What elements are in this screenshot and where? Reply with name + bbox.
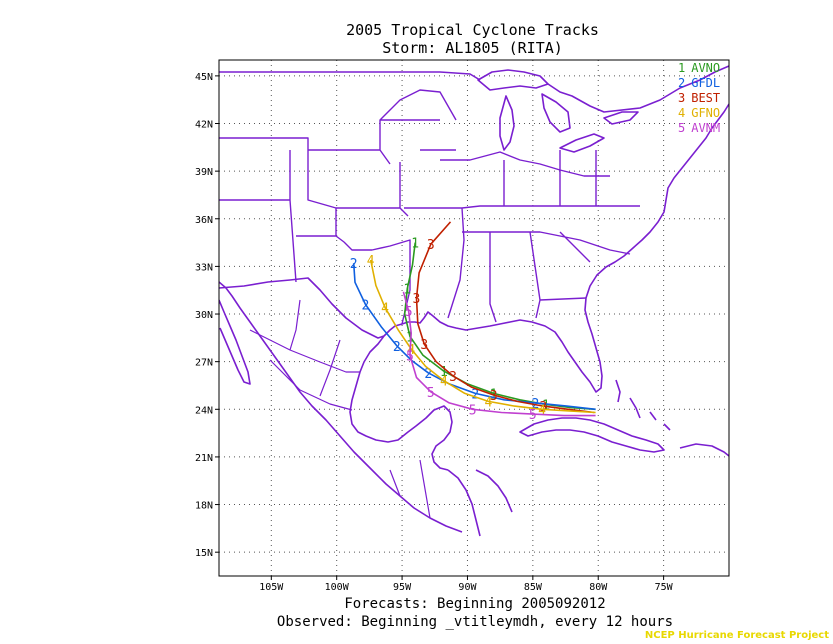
- track-marker-best: 3: [427, 238, 435, 253]
- y-tick-label: 27N: [195, 358, 213, 369]
- mexico-coast-outline: [349, 335, 453, 471]
- track-marker-gfno: 4: [381, 302, 389, 317]
- y-tick-label: 45N: [195, 72, 213, 83]
- track-line-avnm: [402, 291, 596, 417]
- track-marker-best: 3: [490, 389, 498, 404]
- legend-id: 4: [678, 106, 685, 120]
- track-line-best: [415, 221, 595, 414]
- y-tick-label: 39N: [195, 167, 213, 178]
- x-tick-label: 90W: [458, 582, 477, 593]
- cuba-outline: [519, 417, 665, 453]
- track-marker-avnm: 5: [405, 305, 413, 320]
- y-tick-label: 15N: [195, 548, 213, 559]
- track-marker-gfdl: 2: [350, 257, 358, 272]
- forecast-start-caption: Forecasts: Beginning 2005092012: [344, 596, 606, 612]
- legend-name: AVNO: [691, 61, 720, 75]
- legend-entry-best: 3 BEST: [678, 91, 720, 105]
- yucatan-outline: [447, 469, 513, 537]
- track-marker-gfno: 4: [367, 254, 375, 269]
- track-marker-gfno: 4: [407, 343, 415, 358]
- track-marker-best: 3: [413, 292, 421, 307]
- legend: 1 AVNO 2 GFDL 3 BEST 4 GFNO 5 AVNM: [678, 61, 720, 135]
- plot-frame: [218, 59, 730, 577]
- track-marker-avnm: 5: [406, 349, 414, 364]
- track-marker-avnm: 5: [469, 403, 477, 418]
- track-marker-avno: 1: [440, 365, 448, 380]
- bahamas-outline: [615, 379, 671, 431]
- track-marker-avno: 1: [403, 283, 411, 298]
- lake-ontario-outline: [603, 111, 639, 125]
- track-marker-gfdl: 2: [362, 299, 370, 314]
- canada-border: [219, 65, 729, 113]
- track-line-gfno: [369, 259, 596, 414]
- y-tick-label: 36N: [195, 215, 213, 226]
- track-marker-best: 3: [420, 338, 428, 353]
- track-line-avno: [403, 242, 596, 411]
- track-marker-gfno: 4: [538, 403, 546, 418]
- legend-name: GFDL: [691, 76, 720, 90]
- mexico-state-borders: [249, 299, 431, 519]
- legend-name: GFNO: [691, 106, 720, 120]
- credit-label: NCEP Hurricane Forecast Project: [644, 630, 829, 641]
- y-tick-label: 33N: [195, 262, 213, 273]
- x-tick-label: 80W: [589, 582, 608, 593]
- storm-subtitle: Storm: AL1805 (RITA): [382, 39, 563, 57]
- legend-name: BEST: [691, 91, 720, 105]
- lake-erie-outline: [559, 133, 605, 153]
- x-tick-label: 95W: [393, 582, 412, 593]
- track-marker-gfdl: 2: [471, 387, 479, 402]
- track-marker-gfdl: 2: [424, 367, 432, 382]
- mexico-border: [219, 277, 385, 339]
- mexico-pacific-coast: [219, 281, 463, 533]
- basemap-borders: [219, 65, 729, 537]
- legend-id: 2: [678, 76, 685, 90]
- x-tick-label: 100W: [325, 582, 350, 593]
- chart-title: 2005 Tropical Cyclone Tracks: [346, 21, 599, 39]
- y-tick-label: 24N: [195, 405, 213, 416]
- track-marker-gfno: 4: [484, 395, 492, 410]
- track-marker-gfno: 4: [440, 375, 448, 390]
- y-tick-label: 21N: [195, 453, 213, 464]
- track-marker-best: 3: [449, 370, 457, 385]
- baja-outline: [219, 299, 251, 385]
- legend-id: 5: [678, 121, 685, 135]
- track-marker-avno: 1: [406, 330, 414, 345]
- observed-caption: Observed: Beginning _vtitleymdh, every 1…: [276, 614, 674, 630]
- track-marker-avnm: 5: [427, 386, 435, 401]
- track-line-gfdl: [352, 263, 596, 411]
- legend-entry-gfdl: 2 GFDL: [678, 76, 720, 90]
- legend-id: 1: [678, 61, 685, 75]
- gulf-coast-outline: [383, 103, 729, 393]
- legend-id: 3: [678, 91, 685, 105]
- legend-entry-avnm: 5 AVNM: [678, 121, 720, 135]
- track-marker-avnm: 5: [529, 408, 537, 423]
- y-tick-label: 18N: [195, 501, 213, 512]
- axis-tick-labels: 15N 18N 21N 24N 27N 30N 33N 36N 39N 42N 45N 105W 100…: [195, 72, 674, 593]
- legend-entry-avno: 1 AVNO: [678, 61, 720, 75]
- legend-name: AVNM: [691, 121, 720, 135]
- track-marker-best: 3: [539, 400, 547, 415]
- x-tick-label: 105W: [259, 582, 284, 593]
- state-borders: [219, 89, 640, 325]
- lake-michigan-outline: [499, 95, 515, 151]
- x-tick-label: 85W: [524, 582, 543, 593]
- track-marker-avno: 1: [411, 237, 419, 252]
- track-marker-gfdl: 2: [393, 340, 401, 355]
- y-tick-label: 30N: [195, 310, 213, 321]
- x-tick-label: 75W: [655, 582, 674, 593]
- lake-huron-outline: [541, 93, 571, 133]
- lake-superior-outline: [477, 69, 549, 91]
- y-tick-label: 42N: [195, 120, 213, 131]
- legend-entry-gfno: 4 GFNO: [678, 106, 720, 120]
- hispaniola-outline: [679, 443, 729, 457]
